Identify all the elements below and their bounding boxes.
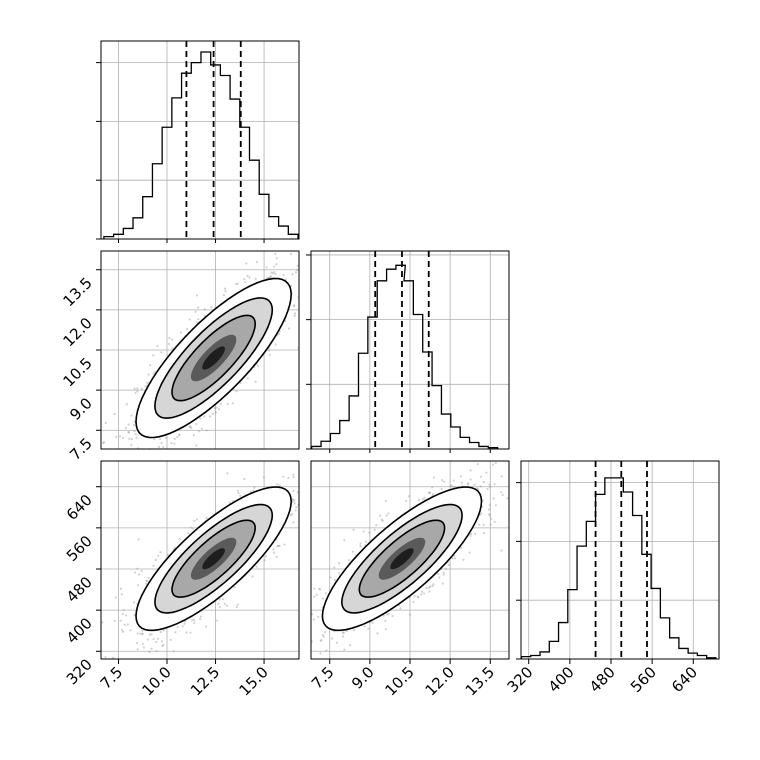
x-tick-label: 400 [545,663,578,696]
y-tick-label: 560 [63,532,96,565]
x-tick-label: 7.5 [308,663,338,693]
contour-line [171,314,257,402]
density-panel-1-0 [101,251,299,449]
x-tick-label: 480 [586,663,619,696]
x-tick-label: 10.5 [381,663,417,699]
x-tick-label: 13.5 [462,663,498,699]
histogram-steps [311,264,499,449]
x-tick-label: 10.0 [138,663,174,699]
x-tick-label: 560 [627,663,660,696]
y-tick-label: 13.5 [59,274,95,310]
contour-line [358,519,446,598]
histogram-panel-2 [516,461,719,660]
density-panel-2-0 [101,461,299,659]
histogram-frame [100,40,300,240]
x-tick-label: 9.0 [348,663,378,693]
x-tick-label: 12.5 [187,663,223,699]
histogram-steps [103,51,299,239]
x-tick-label: 15.0 [236,663,272,699]
histogram-frame [520,460,720,660]
y-tick-label: 320 [63,655,96,688]
x-tick-label: 12.0 [422,663,458,699]
y-tick-label: 12.0 [59,314,95,350]
density-panel-2-1 [311,461,509,659]
density-level [202,548,225,570]
y-tick-label: 400 [63,614,96,647]
contour-line [135,277,293,439]
density-level [390,548,414,570]
histogram-steps [520,477,717,659]
y-tick-label: 640 [63,491,96,524]
contour-line [154,503,274,614]
contour-line [340,503,463,614]
y-tick-label: 480 [63,573,96,606]
x-tick-label: 7.5 [97,663,127,693]
contour-line [154,297,274,419]
y-tick-label: 9.0 [66,394,96,424]
x-tick-label: 320 [504,663,537,696]
contour-line [135,486,293,632]
histogram-panel-0 [96,41,299,240]
x-tick-label: 640 [668,663,701,696]
density-frame [100,460,300,660]
contour-line [321,486,483,632]
y-tick-label: 10.5 [59,354,95,390]
y-tick-label: 7.5 [66,434,96,464]
contour-line [171,519,257,598]
histogram-panel-1 [306,251,509,450]
density-level [202,346,225,370]
